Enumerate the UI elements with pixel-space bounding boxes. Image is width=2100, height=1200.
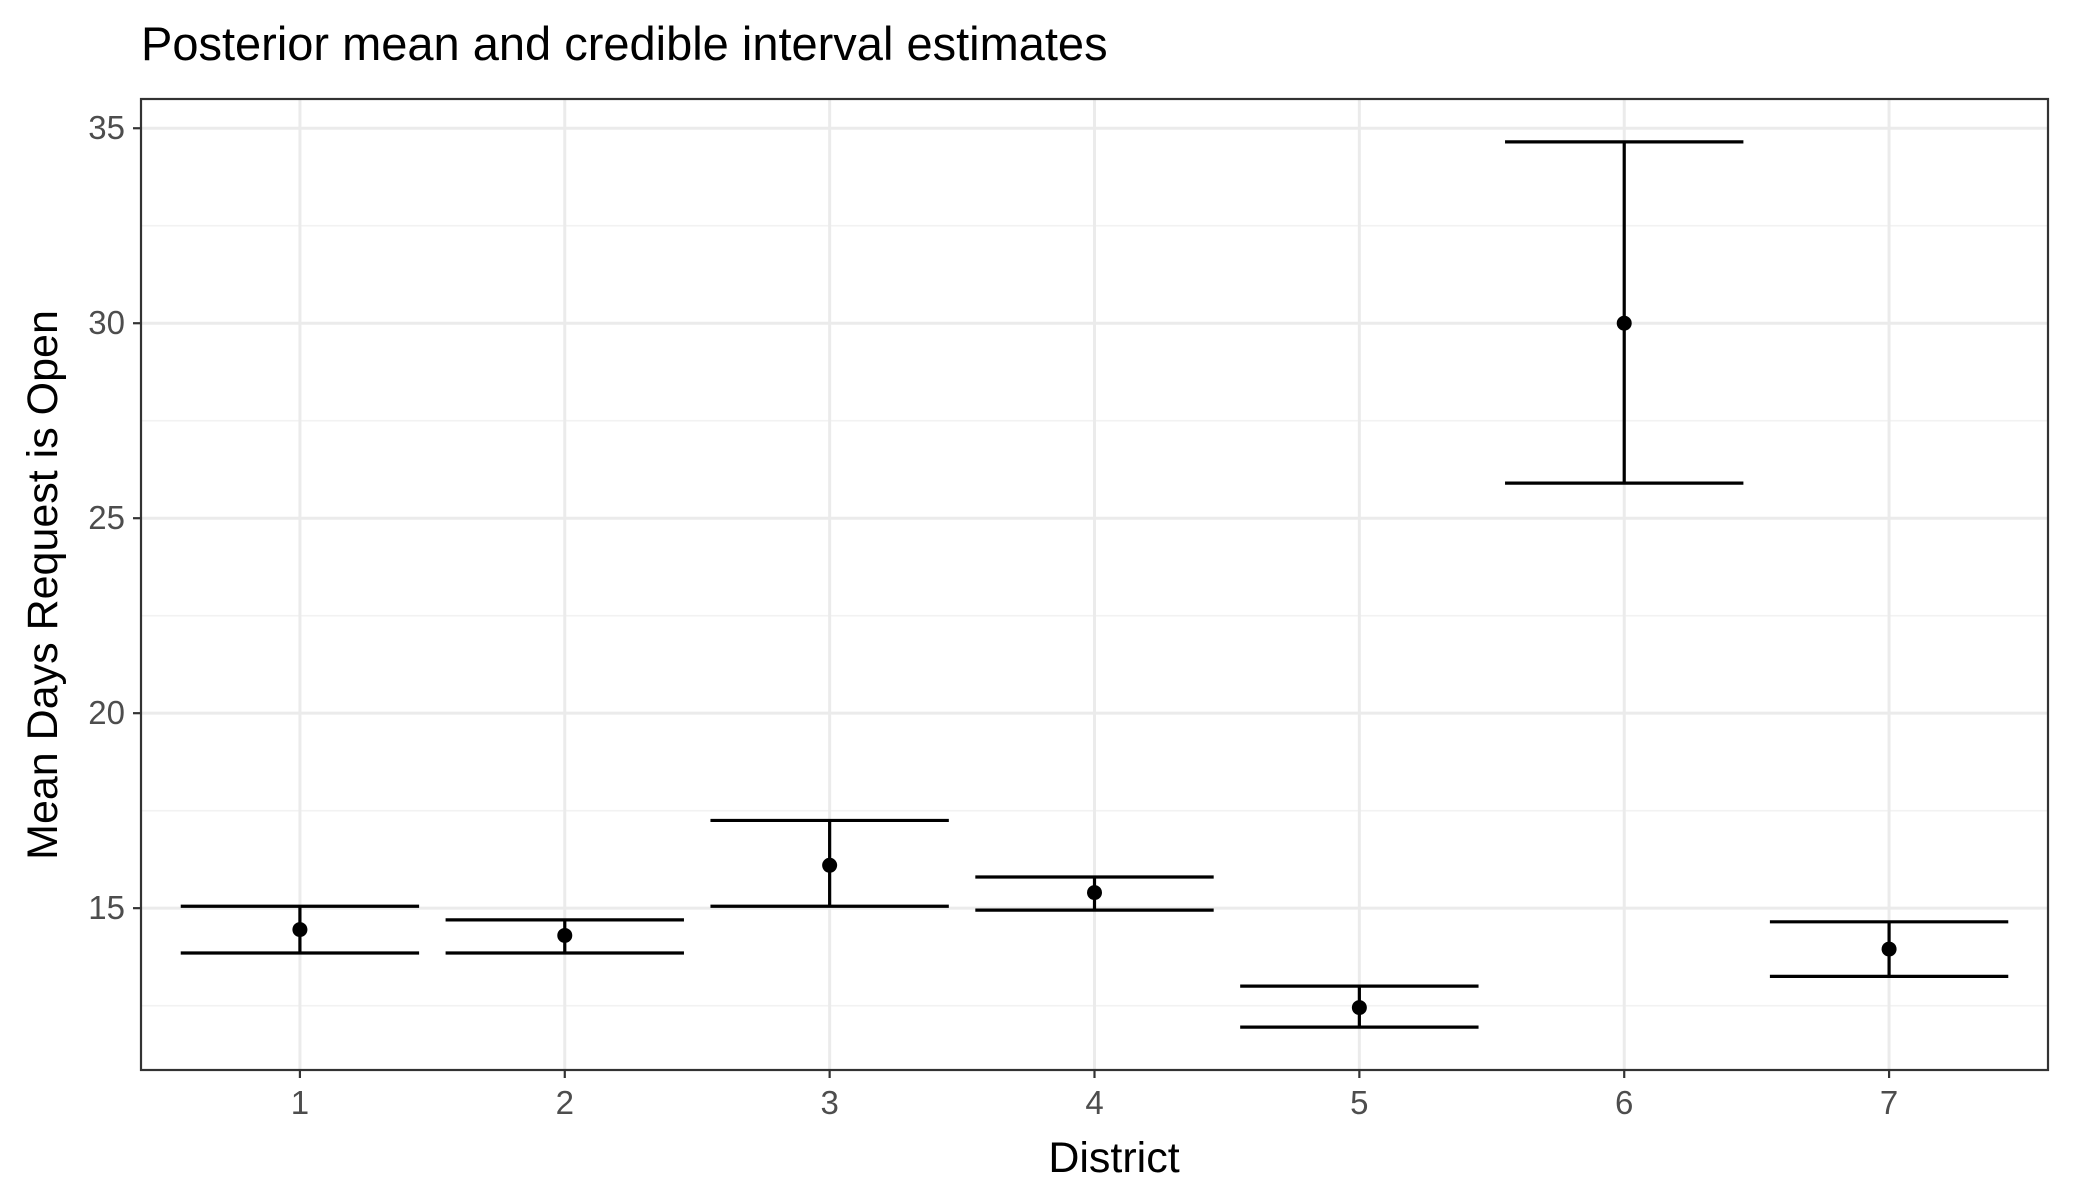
x-tick-label: 4 <box>1085 1084 1103 1121</box>
y-axis-title: Mean Days Request is Open <box>19 310 67 860</box>
plot-marks <box>180 140 2009 1029</box>
y-tick-label: 30 <box>88 304 125 341</box>
errorbar-district-2 <box>445 918 684 955</box>
mean-point <box>1087 885 1102 901</box>
x-tick-label: 5 <box>1350 1084 1368 1121</box>
x-axis-title: District <box>1048 1134 1179 1182</box>
y-tick-label: 20 <box>88 694 125 731</box>
errorbar-district-7 <box>1769 920 2009 979</box>
mean-point <box>1351 1000 1367 1016</box>
x-tick-label: 2 <box>556 1084 574 1121</box>
axes: 15 20 25 30 35 1 2 3 4 5 6 7 <box>88 109 1898 1121</box>
x-tick-label: 7 <box>1880 1084 1898 1121</box>
mean-point <box>822 857 838 873</box>
y-tick-label: 15 <box>88 889 125 926</box>
x-tick-label: 3 <box>820 1084 838 1121</box>
errorbar-district-3 <box>710 818 949 908</box>
errorbar-district-6 <box>1505 140 1744 485</box>
chart-title: Posterior mean and credible interval est… <box>141 17 1108 70</box>
x-tick-label: 1 <box>291 1084 309 1121</box>
x-tick-label: 6 <box>1615 1084 1633 1121</box>
grid <box>141 99 2048 1070</box>
mean-point <box>1616 315 1632 331</box>
errorbar-district-4 <box>975 875 1214 912</box>
mean-point <box>557 927 573 943</box>
mean-point <box>1881 941 1897 957</box>
mean-point <box>292 922 308 938</box>
errorbar-district-1 <box>180 904 420 955</box>
errorbar-district-5 <box>1240 984 1479 1029</box>
y-tick-label: 25 <box>88 499 125 536</box>
y-tick-label: 35 <box>88 109 125 146</box>
